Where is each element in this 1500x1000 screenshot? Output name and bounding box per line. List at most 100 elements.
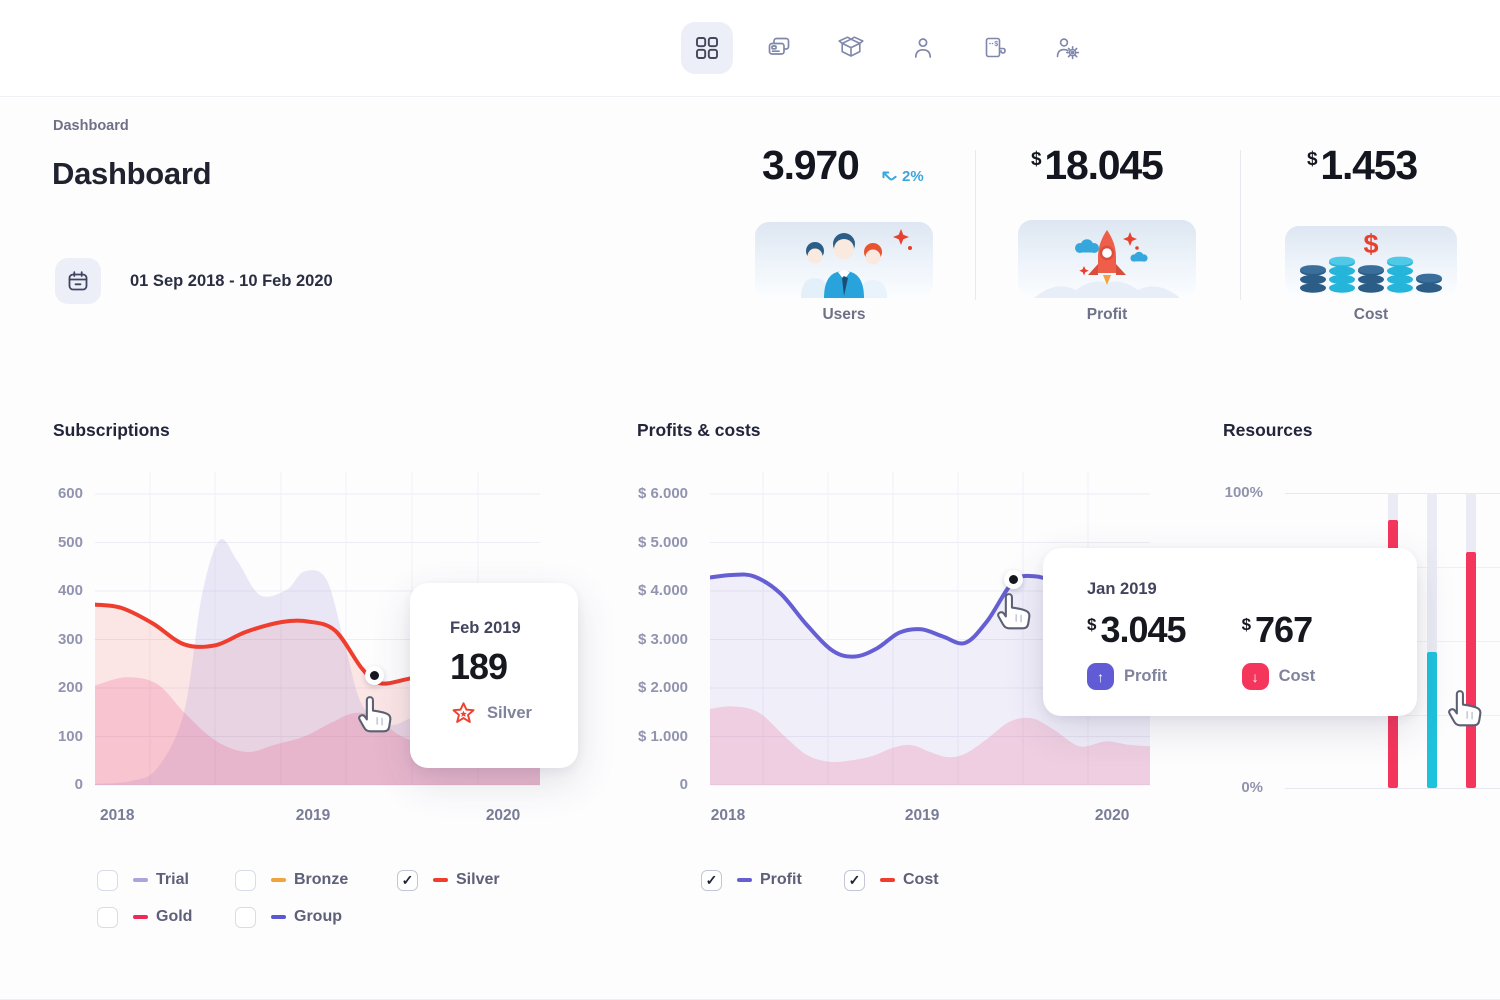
subscriptions-legend: Trial Bronze Silver Gold Group — [97, 868, 577, 932]
profit-stat-value: $18.045 — [1031, 142, 1164, 189]
arrow-down-badge-icon: ↓ — [1241, 663, 1269, 690]
legend-checkbox-cost[interactable] — [844, 869, 865, 891]
legend-color-dash — [880, 877, 895, 883]
y-tick-label: 200 — [57, 679, 83, 696]
legend-color-dash — [271, 877, 286, 883]
profits-costs-legend: Profit Cost — [701, 868, 1021, 898]
x-tick-label: 2020 — [1094, 807, 1130, 824]
y-tick-label: $ 5.000 — [637, 533, 688, 551]
y-tick-label: $ 1.000 — [637, 727, 688, 745]
x-tick-label: 2018 — [100, 807, 135, 824]
legend-label[interactable]: Trial — [156, 871, 189, 888]
resources-0-label: 0% — [1241, 779, 1263, 796]
content-area: Dashboard Dashboard 01 Sep 2018 - 10 Feb… — [0, 98, 1500, 999]
y-tick-label: $ 2.000 — [637, 679, 688, 696]
legend-label[interactable]: Bronze — [294, 871, 349, 888]
legend-item-silver: Silver — [397, 868, 500, 892]
legend-checkbox-trial[interactable] — [97, 869, 118, 891]
customer-icon — [914, 38, 932, 58]
legend-item-trial: Trial — [97, 868, 189, 892]
calendar-icon — [68, 271, 88, 291]
y-tick-label: 400 — [57, 582, 83, 599]
cost-tooltip-value: 767 — [1255, 609, 1313, 650]
profit-tooltip-value: 3.045 — [1100, 609, 1186, 650]
x-tick-label: 2020 — [485, 807, 521, 824]
y-tick-label: $ 6.000 — [637, 485, 688, 502]
y-tick-label: 100 — [57, 727, 83, 745]
svg-text:$: $ — [994, 41, 998, 48]
x-tick-label: 2019 — [295, 807, 331, 824]
profit-illustration — [1018, 220, 1196, 298]
date-picker-button[interactable] — [55, 258, 101, 304]
legend-color-dash — [271, 914, 286, 920]
profit-data-marker — [1004, 570, 1023, 589]
silver-star-icon — [452, 702, 475, 723]
legend-item-bronze: Bronze — [235, 868, 348, 892]
tooltip-cost-column: $767 ↓ Cost — [1241, 599, 1315, 690]
breadcrumb[interactable]: Dashboard — [53, 118, 129, 134]
nav-customer-button[interactable] — [897, 22, 949, 74]
y-tick-label: 600 — [57, 485, 83, 502]
legend-label[interactable]: Group — [294, 908, 342, 925]
y-tick-label: 0 — [679, 776, 688, 793]
profit-tooltip-currency: $ — [1087, 615, 1097, 634]
profit-currency: $ — [1031, 149, 1042, 170]
legend-label[interactable]: Profit — [760, 871, 802, 888]
legend-item-profit: Profit — [701, 868, 802, 892]
nav-icon-group: $ — [681, 22, 1093, 74]
page-title: Dashboard — [52, 156, 212, 191]
nav-dashboard-button[interactable] — [681, 22, 733, 74]
y-tick-label: 300 — [57, 630, 83, 648]
profit-tooltip-label: Profit — [1124, 667, 1168, 685]
legend-label[interactable]: Silver — [456, 871, 500, 888]
legend-checkbox-bronze[interactable] — [235, 869, 256, 891]
cost-area — [710, 706, 1150, 785]
arrow-up-badge-icon: ↑ — [1087, 663, 1114, 690]
nav-user-settings-button[interactable] — [1041, 22, 1093, 74]
legend-label[interactable]: Gold — [156, 908, 193, 925]
invoice-icon: $ — [985, 37, 1006, 58]
tooltip-profit-column: $3.045 ↑ Profit — [1087, 599, 1187, 690]
legend-color-dash — [737, 877, 752, 883]
legend-item-group: Group — [235, 905, 342, 929]
legend-item-gold: Gold — [97, 905, 192, 929]
nav-cards-button[interactable] — [753, 22, 805, 74]
legend-item-cost: Cost — [844, 868, 939, 892]
date-range-value[interactable]: 01 Sep 2018 - 10 Feb 2020 — [130, 272, 333, 290]
cost-tooltip-currency: $ — [1241, 615, 1252, 634]
cost-illustration: $ — [1285, 226, 1457, 296]
resources-100-label: 100% — [1224, 484, 1263, 501]
cost-stat-label: Cost — [1353, 306, 1389, 323]
legend-label[interactable]: Cost — [903, 871, 939, 888]
top-nav: $ — [0, 0, 1500, 97]
trend-arrow-icon — [882, 171, 897, 180]
cost-stat-value: $1.453 — [1307, 142, 1418, 189]
nav-invoice-button[interactable]: $ — [969, 22, 1021, 74]
y-tick-label: 0 — [74, 776, 83, 793]
legend-checkbox-group[interactable] — [235, 906, 256, 928]
tooltip-date: Feb 2019 — [450, 619, 521, 637]
users-stat-value: 3.970 — [762, 142, 860, 188]
gridline — [1285, 788, 1500, 789]
legend-checkbox-profit[interactable] — [701, 869, 722, 891]
legend-checkbox-silver[interactable] — [397, 869, 418, 891]
stat-divider — [1240, 150, 1241, 300]
resource-bar-track — [1427, 493, 1437, 788]
profit-area — [710, 574, 1150, 785]
users-stat-delta: 2% — [881, 168, 924, 185]
svg-text:$: $ — [1363, 229, 1378, 259]
y-tick-label: 500 — [57, 533, 83, 551]
legend-color-dash — [133, 914, 148, 920]
cards-icon — [768, 37, 790, 55]
legend-checkbox-gold[interactable] — [97, 906, 118, 928]
resource-bar[interactable] — [1466, 552, 1476, 788]
resources-title: Resources — [1223, 420, 1313, 440]
cost-currency: $ — [1307, 149, 1318, 170]
resource-bar[interactable] — [1427, 652, 1437, 788]
users-stat-label: Users — [822, 306, 866, 323]
x-tick-label: 2018 — [710, 807, 746, 824]
nav-package-button[interactable] — [825, 22, 877, 74]
stat-divider — [975, 150, 976, 300]
users-delta-text: 2% — [902, 168, 924, 185]
